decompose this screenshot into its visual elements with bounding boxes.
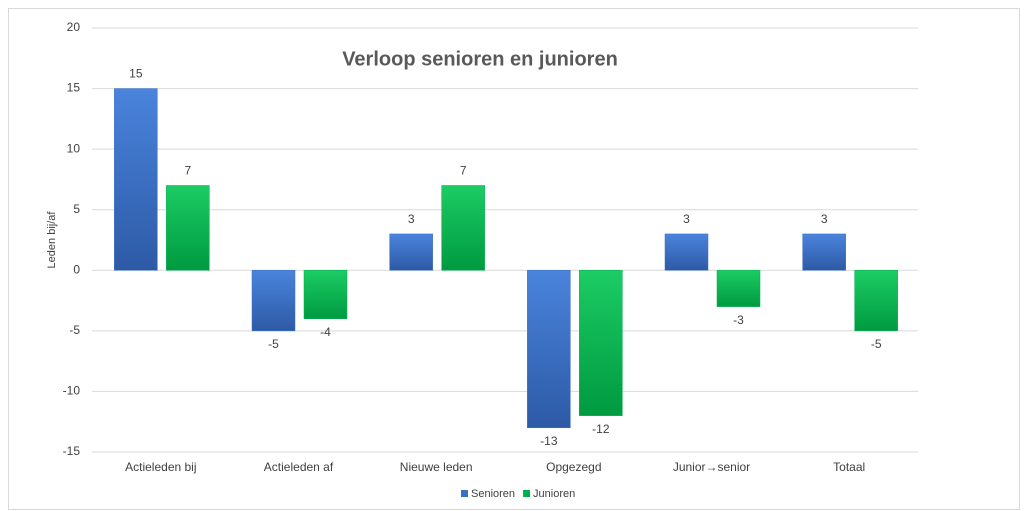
bar <box>166 185 210 271</box>
bar <box>579 270 623 416</box>
data-label: -4 <box>320 325 331 339</box>
data-label: 7 <box>460 164 467 178</box>
y-tick-label: 5 <box>73 202 80 216</box>
x-tick-label: Totaal <box>833 460 865 474</box>
x-tick-label: Nieuwe leden <box>400 460 473 474</box>
y-tick-label: 0 <box>73 262 80 276</box>
legend-label: Senioren <box>471 488 515 500</box>
data-label: -5 <box>268 337 279 351</box>
data-label: -12 <box>592 422 610 436</box>
bar <box>303 270 348 319</box>
legend-label: Junioren <box>533 488 575 500</box>
data-label: -5 <box>871 337 882 351</box>
bar <box>251 270 296 332</box>
x-tick-label: Actieleden bij <box>125 460 196 474</box>
data-label: 3 <box>683 212 690 226</box>
legend-swatch <box>461 490 468 497</box>
y-tick-label: -10 <box>63 384 81 398</box>
bar <box>664 233 709 271</box>
bar <box>802 233 846 271</box>
data-label: -13 <box>540 434 558 448</box>
data-label: -3 <box>733 313 744 327</box>
x-tick-label: Opgezegd <box>546 460 601 474</box>
bar <box>527 270 571 429</box>
x-tick-label: Junior→senior <box>673 460 750 474</box>
bar <box>114 88 158 271</box>
bar <box>854 270 898 332</box>
data-label: 3 <box>408 212 415 226</box>
y-tick-label: 15 <box>67 81 81 95</box>
data-label: 3 <box>821 212 828 226</box>
y-tick-label: -5 <box>69 323 80 337</box>
data-label: 7 <box>184 164 191 178</box>
bar <box>389 233 433 271</box>
y-tick-label: 10 <box>67 141 81 155</box>
y-axis-label: Leden bij/af <box>46 211 58 269</box>
bar <box>441 185 485 271</box>
x-tick-label: Actieleden af <box>264 460 334 474</box>
y-tick-label: -15 <box>63 444 81 458</box>
bar <box>716 270 761 307</box>
y-tick-label: 20 <box>67 20 81 34</box>
chart-title: Verloop senioren en junioren <box>342 48 618 70</box>
chart-border <box>8 8 1020 510</box>
data-label: 15 <box>129 67 143 81</box>
legend-swatch <box>523 490 531 497</box>
